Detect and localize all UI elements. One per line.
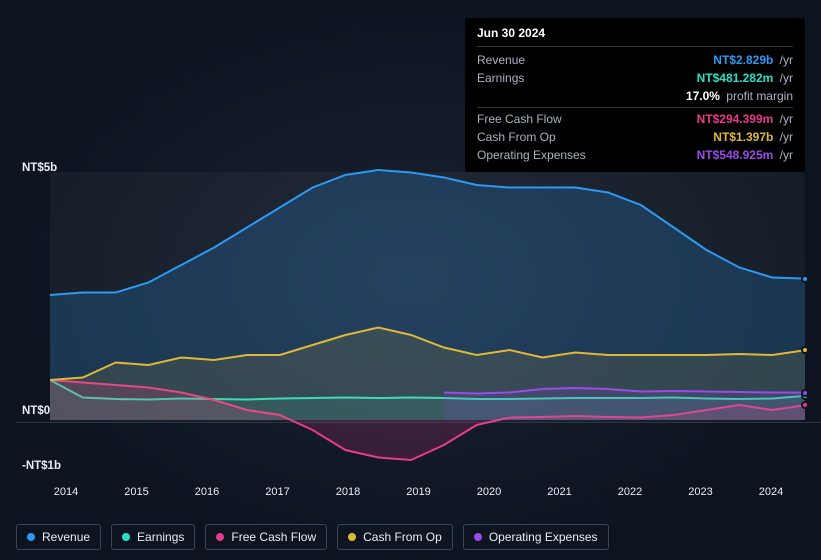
series-end-dot-fcf xyxy=(801,401,809,409)
tooltip-value: NT$2.829b xyxy=(713,53,773,67)
y-tick-label: -NT$1b xyxy=(22,460,61,472)
y-tick-label: NT$0 xyxy=(22,405,50,417)
legend-label: Operating Expenses xyxy=(489,530,598,544)
legend-dot-icon xyxy=(474,533,482,541)
x-tick-label: 2021 xyxy=(547,486,571,498)
tooltip-value: NT$481.282m xyxy=(697,71,774,85)
tooltip-suffix: /yr xyxy=(776,148,793,162)
legend-dot-icon xyxy=(216,533,224,541)
x-tick-label: 2016 xyxy=(195,486,219,498)
x-tick-label: 2024 xyxy=(759,486,783,498)
x-tick-label: 2018 xyxy=(336,486,360,498)
legend-label: Revenue xyxy=(42,530,90,544)
tooltip-label: Cash From Op xyxy=(477,130,596,144)
y-tick-label: NT$5b xyxy=(22,162,57,174)
tooltip-row-margin: 17.0% profit margin xyxy=(477,87,793,105)
tooltip-value: NT$548.925m xyxy=(697,148,774,162)
tooltip-label: Earnings xyxy=(477,71,564,85)
tooltip-label: Revenue xyxy=(477,53,565,67)
x-tick-label: 2019 xyxy=(406,486,430,498)
x-tick-label: 2017 xyxy=(265,486,289,498)
legend-label: Earnings xyxy=(137,530,184,544)
series-end-dot-cfo xyxy=(801,346,809,354)
x-tick-label: 2022 xyxy=(618,486,642,498)
tooltip-label: Operating Expenses xyxy=(477,148,626,162)
chart-svg xyxy=(50,160,805,480)
tooltip-row-fcf: Free Cash Flow NT$294.399m /yr xyxy=(477,110,793,128)
x-tick-label: 2023 xyxy=(688,486,712,498)
legend-item-cfo[interactable]: Cash From Op xyxy=(337,524,453,550)
tooltip-label: Free Cash Flow xyxy=(477,112,602,126)
tooltip-suffix: profit margin xyxy=(723,89,793,103)
x-tick-label: 2015 xyxy=(124,486,148,498)
legend-item-earnings[interactable]: Earnings xyxy=(111,524,195,550)
legend-label: Cash From Op xyxy=(363,530,442,544)
tooltip-row-cfo: Cash From Op NT$1.397b /yr xyxy=(477,128,793,146)
legend-dot-icon xyxy=(122,533,130,541)
chart-legend: Revenue Earnings Free Cash Flow Cash From O… xyxy=(16,524,609,550)
chart-tooltip: Jun 30 2024 Revenue NT$2.829b /yr Earnings N… xyxy=(465,18,805,172)
tooltip-suffix: /yr xyxy=(776,53,793,67)
tooltip-label xyxy=(477,89,517,103)
legend-label: Free Cash Flow xyxy=(231,530,316,544)
series-end-dot-revenue xyxy=(801,275,809,283)
tooltip-row-opex: Operating Expenses NT$548.925m /yr xyxy=(477,146,793,164)
tooltip-suffix: /yr xyxy=(776,112,793,126)
tooltip-row-rev: Revenue NT$2.829b /yr xyxy=(477,51,793,69)
x-tick-label: 2014 xyxy=(54,486,78,498)
tooltip-suffix: /yr xyxy=(776,71,793,85)
legend-dot-icon xyxy=(27,533,35,541)
legend-dot-icon xyxy=(348,533,356,541)
tooltip-value: NT$1.397b xyxy=(713,130,773,144)
x-tick-label: 2020 xyxy=(477,486,501,498)
tooltip-value: 17.0% xyxy=(686,89,720,103)
series-end-dot-opex xyxy=(801,389,809,397)
legend-item-revenue[interactable]: Revenue xyxy=(16,524,101,550)
tooltip-row-earn: Earnings NT$481.282m /yr xyxy=(477,69,793,87)
legend-item-opex[interactable]: Operating Expenses xyxy=(463,524,609,550)
tooltip-suffix: /yr xyxy=(776,130,793,144)
tooltip-date: Jun 30 2024 xyxy=(477,26,793,47)
tooltip-value: NT$294.399m xyxy=(697,112,774,126)
legend-item-fcf[interactable]: Free Cash Flow xyxy=(205,524,327,550)
